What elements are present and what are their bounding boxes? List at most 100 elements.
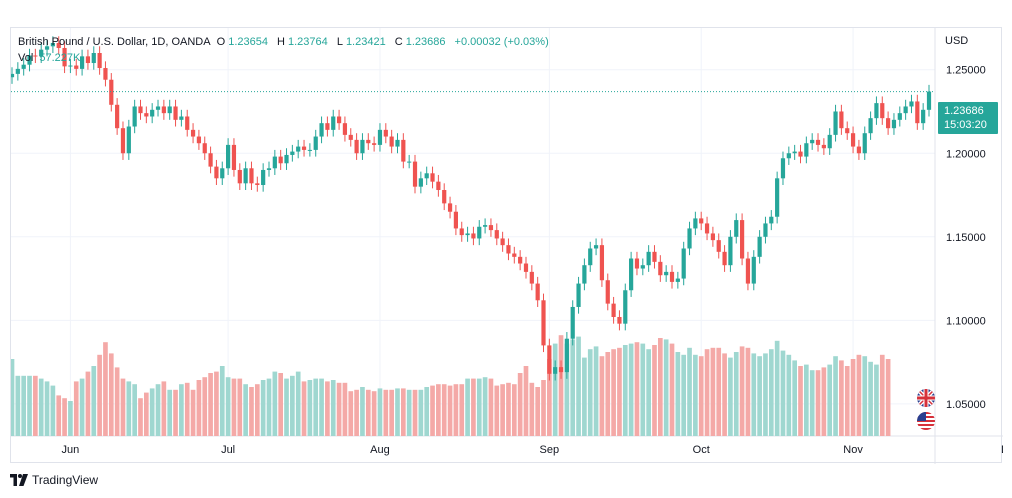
volume-bar — [768, 349, 774, 436]
candle-body — [500, 238, 505, 246]
candle-body — [436, 181, 441, 191]
close-value: 1.23686 — [405, 36, 446, 48]
volume-bar — [360, 387, 365, 436]
x-tick-label: Aug — [370, 444, 390, 456]
volume-bar — [15, 375, 21, 436]
candle-body — [669, 271, 675, 282]
volume-bar — [675, 352, 681, 436]
volume-bar — [44, 381, 50, 436]
volume-bar — [406, 389, 412, 436]
volume-bar — [132, 384, 137, 436]
candle-body — [360, 139, 365, 154]
y-tick-label: 1.05000 — [946, 399, 986, 411]
volume-bar — [179, 384, 184, 436]
volume-bar — [138, 398, 143, 436]
volume-bar — [844, 366, 850, 436]
us-flag-icon[interactable] — [917, 412, 935, 430]
volume-bar — [763, 353, 768, 436]
volume-bar — [33, 375, 38, 436]
candle-body — [389, 136, 394, 147]
volume-bar — [21, 375, 27, 436]
candle-body — [348, 134, 353, 140]
candle-body — [798, 151, 803, 157]
volume-bar — [663, 339, 669, 436]
volume-bar — [371, 391, 377, 436]
volume-bar — [471, 378, 476, 436]
volume-bar — [511, 384, 517, 436]
volume-bar — [587, 349, 593, 436]
volume-bar — [418, 389, 424, 436]
volume-bar — [301, 381, 307, 436]
candle-body — [839, 111, 844, 129]
candle-body — [11, 73, 15, 78]
candle-body — [681, 248, 686, 279]
volume-bar — [517, 373, 523, 436]
x-tick-label: Jun — [62, 444, 80, 456]
x-tick-label: Nov — [843, 444, 863, 456]
candlestick-chart[interactable]: 1.25000 1.20000 1.15000 1.10000 1.05000 Jun Ju… — [11, 28, 1003, 464]
candle-body — [167, 106, 172, 114]
volume-bar — [365, 389, 371, 436]
volume-bar — [27, 375, 32, 436]
candle-body — [85, 56, 91, 64]
volume-bar — [173, 389, 178, 436]
volume-bar — [617, 347, 622, 436]
candle-body — [447, 203, 453, 212]
candle-body — [710, 233, 715, 241]
volume-bar — [400, 388, 406, 436]
symbol-description[interactable]: British Pound / U.S. Dollar, 1D, OANDA — [18, 36, 211, 48]
volume-bar — [634, 342, 640, 436]
volume-bar — [219, 366, 225, 436]
candle-body — [856, 146, 862, 154]
volume-label[interactable]: Vol — [18, 52, 34, 64]
volume-bar — [745, 347, 751, 436]
candle-body — [471, 233, 476, 239]
candle-body — [190, 129, 196, 137]
volume-bar — [295, 371, 301, 436]
volume-bar — [874, 364, 879, 436]
volume-bar — [149, 388, 155, 436]
candle-body — [208, 153, 213, 167]
candle-body — [126, 126, 131, 154]
candle-body — [547, 345, 552, 374]
candle-body — [886, 118, 891, 129]
tradingview-branding[interactable]: TradingView — [10, 473, 98, 487]
candle-body — [541, 300, 546, 346]
candle-body — [255, 183, 260, 185]
candle-body — [634, 258, 640, 269]
last-price-value: 1.23686 — [944, 105, 984, 117]
volume-bar — [120, 378, 126, 436]
volume-bar — [161, 381, 167, 436]
y-tick-label: 1.25000 — [946, 65, 986, 77]
volume-bar — [780, 350, 786, 436]
candle-body — [693, 218, 698, 229]
x-tick-label: Oct — [693, 444, 710, 456]
volume-bar — [237, 378, 243, 436]
candle-body — [488, 225, 494, 231]
volume-bar — [862, 356, 868, 436]
candle-body — [880, 103, 885, 119]
currency-label[interactable]: USD — [945, 35, 969, 47]
candle-body — [62, 47, 67, 67]
volume-bar — [85, 371, 91, 436]
volume-bar — [850, 359, 856, 436]
volume-bar — [325, 381, 330, 436]
volume-bar — [103, 342, 108, 436]
candle-body — [699, 218, 704, 224]
candle-body — [21, 64, 26, 69]
candle-body — [161, 106, 166, 114]
volume-bar — [62, 398, 67, 436]
brand-name: TradingView — [32, 473, 99, 487]
volume-legend: Vol 57.227K — [18, 52, 83, 64]
candle-body — [33, 55, 38, 57]
candle-body — [50, 42, 55, 47]
ohlc-legend: British Pound / U.S. Dollar, 1D, OANDA O… — [18, 36, 552, 48]
volume-bar — [91, 366, 97, 436]
candle-body — [915, 101, 920, 124]
high-label: H — [277, 36, 285, 48]
candle-body — [494, 230, 499, 239]
uk-flag-icon[interactable] — [917, 389, 935, 407]
volume-bar — [319, 378, 324, 436]
candle-body — [739, 220, 745, 259]
open-label: O — [216, 36, 226, 48]
